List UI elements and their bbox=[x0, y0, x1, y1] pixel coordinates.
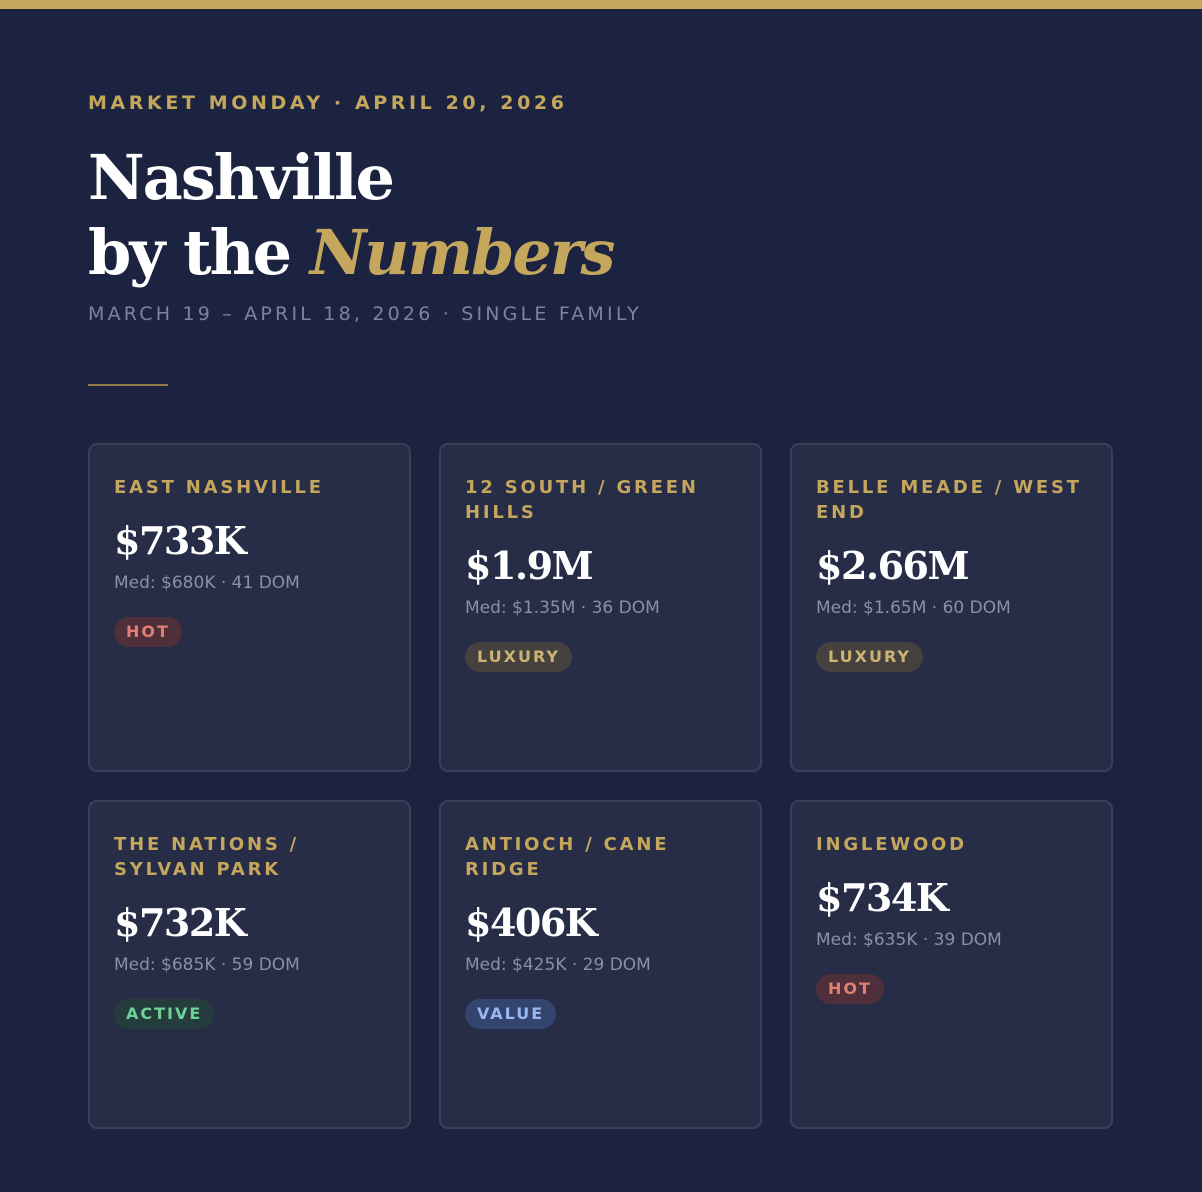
status-badge: LUXURY bbox=[816, 642, 923, 672]
neighborhood-card: EAST NASHVILLE $733K Med: $680K · 41 DOM… bbox=[88, 443, 411, 772]
title-line-2-accent: Numbers bbox=[309, 216, 616, 289]
title-line-2-prefix: by the bbox=[88, 216, 310, 289]
neighborhood-card: 12 SOUTH / GREEN HILLS $1.9M Med: $1.35M… bbox=[439, 443, 762, 772]
median-and-dom: Med: $1.65M · 60 DOM bbox=[816, 598, 1011, 618]
top-accent-bar bbox=[0, 0, 1202, 9]
average-price: $732K bbox=[114, 900, 247, 945]
average-price: $406K bbox=[465, 900, 598, 945]
neighborhood-card: ANTIOCH / CANE RIDGE $406K Med: $425K · … bbox=[439, 800, 762, 1129]
median-and-dom: Med: $1.35M · 36 DOM bbox=[465, 598, 660, 618]
status-badge: VALUE bbox=[465, 999, 557, 1029]
average-price: $733K bbox=[114, 518, 247, 563]
status-badge: ACTIVE bbox=[114, 999, 215, 1029]
neighborhood-name: EAST NASHVILLE bbox=[114, 477, 324, 498]
status-badge: HOT bbox=[114, 617, 182, 647]
page-subtitle: MARCH 19 – APRIL 18, 2026 · SINGLE FAMIL… bbox=[88, 303, 642, 325]
divider bbox=[88, 384, 168, 386]
neighborhood-name: 12 SOUTH / GREEN HILLS bbox=[465, 477, 699, 523]
average-price: $2.66M bbox=[816, 543, 970, 588]
median-and-dom: Med: $635K · 39 DOM bbox=[816, 930, 1002, 950]
average-price: $1.9M bbox=[465, 543, 594, 588]
title-line-1: Nashville bbox=[88, 141, 395, 214]
neighborhood-card: INGLEWOOD $734K Med: $635K · 39 DOM HOT bbox=[790, 800, 1113, 1129]
neighborhood-card: THE NATIONS / SYLVAN PARK $732K Med: $68… bbox=[88, 800, 411, 1129]
median-and-dom: Med: $425K · 29 DOM bbox=[465, 955, 651, 975]
neighborhood-name: THE NATIONS / SYLVAN PARK bbox=[114, 834, 300, 880]
neighborhood-name: INGLEWOOD bbox=[816, 834, 967, 855]
status-badge: HOT bbox=[816, 974, 884, 1004]
eyebrow-label: MARKET MONDAY · APRIL 20, 2026 bbox=[88, 92, 568, 114]
neighborhood-name: ANTIOCH / CANE RIDGE bbox=[465, 834, 670, 880]
page-title: Nashville by the Numbers bbox=[88, 140, 616, 290]
average-price: $734K bbox=[816, 875, 949, 920]
neighborhood-name: BELLE MEADE / WEST END bbox=[816, 477, 1082, 523]
median-and-dom: Med: $680K · 41 DOM bbox=[114, 573, 300, 593]
neighborhood-card: BELLE MEADE / WEST END $2.66M Med: $1.65… bbox=[790, 443, 1113, 772]
status-badge: LUXURY bbox=[465, 642, 572, 672]
median-and-dom: Med: $685K · 59 DOM bbox=[114, 955, 300, 975]
neighborhood-grid: EAST NASHVILLE $733K Med: $680K · 41 DOM… bbox=[88, 443, 1113, 1129]
